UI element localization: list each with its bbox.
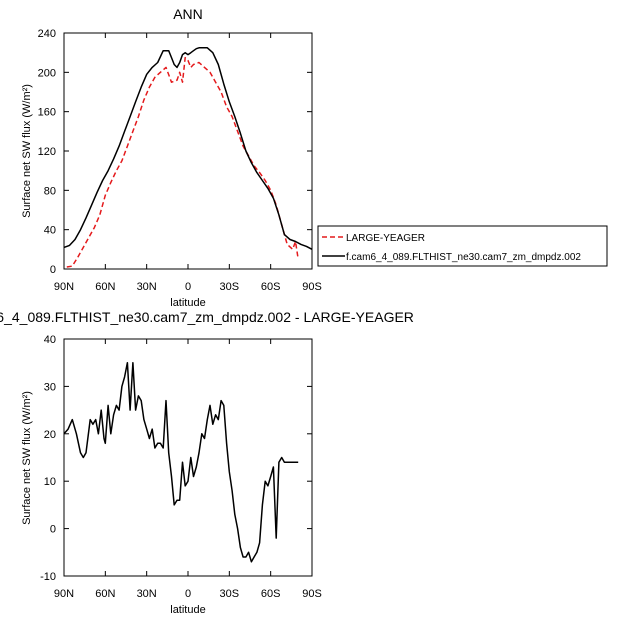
x-tick-label: 90S xyxy=(302,281,322,293)
x-tick-label: 0 xyxy=(185,588,191,600)
x-tick-label: 90N xyxy=(54,588,74,600)
y-tick-label: 160 xyxy=(38,107,56,119)
series-line-1-0 xyxy=(63,361,299,563)
legend-box xyxy=(317,225,608,267)
y-tick-label: 40 xyxy=(44,225,56,237)
x-tick-label: 30N xyxy=(137,588,157,600)
chart-2-x-axis-label: latitude xyxy=(170,604,205,616)
x-tick-label: 60S xyxy=(261,281,281,293)
x-tick-label: 30S xyxy=(220,588,240,600)
chart-2-y-axis-label: Surface net SW flux (W/m²) xyxy=(21,391,33,525)
x-tick-label: 60N xyxy=(95,588,115,600)
x-tick-label: 60S xyxy=(261,588,281,600)
y-tick-label: 200 xyxy=(38,67,56,79)
y-tick-label: 0 xyxy=(50,524,56,536)
x-tick-label: 0 xyxy=(185,281,191,293)
chart-2-ticks: 90N 60N 30N 0 30S 60S 90S -10 0 10 20 30 40 xyxy=(40,334,322,600)
x-tick-label: 30N xyxy=(137,281,157,293)
chart-1-legend: LARGE-YEAGER f.cam6_4_089.FLTHIST_ne30.c… xyxy=(317,225,608,267)
y-tick-label: 30 xyxy=(44,381,56,393)
y-tick-label: 20 xyxy=(44,429,56,441)
chart-1-title: ANN xyxy=(173,6,203,22)
series-line-0-1 xyxy=(63,47,313,250)
y-tick-label: 0 xyxy=(50,264,56,276)
chart-1-plot-frame xyxy=(63,32,313,270)
chart-2-title: f.cam6_4_089.FLTHIST_ne30.cam7_zm_dmpdz.… xyxy=(0,309,414,325)
y-tick-label: 80 xyxy=(44,185,56,197)
chart-2: f.cam6_4_089.FLTHIST_ne30.cam7_zm_dmpdz.… xyxy=(0,309,414,616)
chart-2-plot-frame xyxy=(63,338,313,577)
series-line-0-0 xyxy=(66,56,299,268)
y-tick-label: 10 xyxy=(44,476,56,488)
y-tick-label: 120 xyxy=(38,146,56,158)
chart-1-series-group xyxy=(63,47,313,268)
y-tick-label: -10 xyxy=(40,571,56,583)
chart-1-x-axis-label: latitude xyxy=(170,297,205,309)
x-tick-label: 30S xyxy=(220,281,240,293)
legend-label-cam6: f.cam6_4_089.FLTHIST_ne30.cam7_zm_dmpdz.… xyxy=(346,252,581,263)
chart-1: ANN 90N 60N 30N 0 30S 60S 90S 0 40 80 120 160 200 240… xyxy=(21,6,608,309)
x-tick-label: 60N xyxy=(95,281,115,293)
legend-label-large-yeager: LARGE-YEAGER xyxy=(346,233,425,244)
x-tick-label: 90S xyxy=(302,588,322,600)
y-tick-label: 240 xyxy=(38,28,56,40)
y-tick-label: 40 xyxy=(44,334,56,346)
chart-1-y-axis-label: Surface net SW flux (W/m²) xyxy=(21,84,33,218)
chart-1-ticks: 90N 60N 30N 0 30S 60S 90S 0 40 80 120 160 200 240 xyxy=(38,28,322,293)
chart-2-series-group xyxy=(63,361,299,563)
x-tick-label: 90N xyxy=(54,281,74,293)
